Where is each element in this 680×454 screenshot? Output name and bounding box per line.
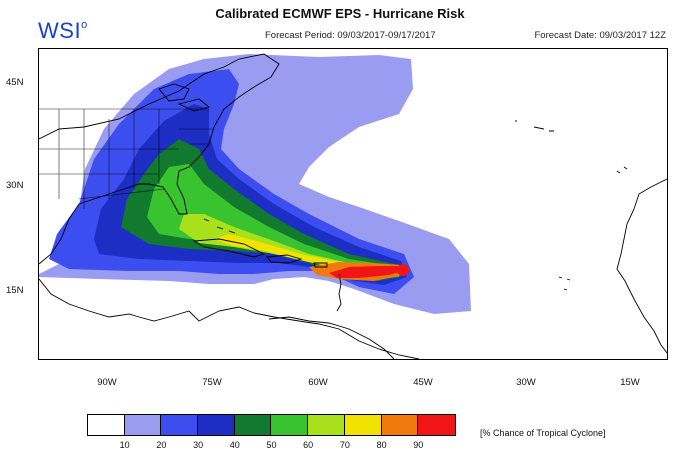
colorbar-tick-40: 40	[229, 440, 240, 450]
colorbar-tick-50: 50	[266, 440, 277, 450]
colorbar-tick-60: 60	[303, 440, 314, 450]
probability-colorbar	[87, 414, 456, 436]
wsi-logo: WSIo	[38, 18, 88, 44]
colorbar-box-6	[308, 415, 345, 435]
colorbar-box-3	[198, 415, 235, 435]
colorbar-box-9	[418, 415, 455, 435]
lon-label-60w: 60W	[308, 377, 328, 388]
wsi-logo-mark: o	[81, 18, 88, 31]
forecast-period: Forecast Period: 09/03/2017-09/17/2017	[265, 30, 436, 41]
forecast-date: Forecast Date: 09/03/2017 12Z	[534, 30, 667, 41]
probability-band-50-60	[147, 164, 399, 279]
lon-label-75w: 75W	[202, 377, 222, 388]
colorbar-tick-30: 30	[193, 440, 204, 450]
state-borders	[39, 108, 214, 209]
colorbar-tick-10: 10	[119, 440, 130, 450]
colorbar-box-1	[124, 415, 162, 435]
lon-label-45w: 45W	[413, 377, 433, 388]
colorbar-box-5	[271, 415, 309, 435]
storm-center-marker	[397, 264, 409, 276]
colorbar-tick-70: 70	[339, 440, 350, 450]
risk-map-svg	[39, 53, 667, 359]
lon-label-30w: 30W	[516, 377, 536, 388]
probability-band-60-70	[179, 214, 401, 277]
lon-label-15w: 15W	[620, 377, 640, 388]
probability-band-90-plus	[329, 266, 407, 278]
colorbar-tick-80: 80	[376, 440, 387, 450]
colorbar-tick-90: 90	[413, 440, 424, 450]
colorbar-box-0	[88, 415, 125, 435]
colorbar-box-2	[161, 415, 199, 435]
wsi-logo-text: WSI	[38, 18, 82, 43]
lat-label-30n: 30N	[6, 180, 24, 191]
coastlines	[39, 53, 667, 359]
lat-label-15n: 15N	[6, 285, 24, 296]
lon-label-90w: 90W	[97, 377, 117, 388]
colorbar-box-4	[234, 415, 272, 435]
colorbar-tick-20: 20	[156, 440, 167, 450]
colorbar-box-8	[381, 415, 419, 435]
risk-map	[38, 48, 668, 360]
colorbar-caption: [% Chance of Tropical Cyclone]	[480, 428, 606, 438]
colorbar-box-7	[344, 415, 382, 435]
lat-label-45n: 45N	[6, 77, 24, 88]
map-title: Calibrated ECMWF EPS - Hurricane Risk	[215, 6, 465, 21]
